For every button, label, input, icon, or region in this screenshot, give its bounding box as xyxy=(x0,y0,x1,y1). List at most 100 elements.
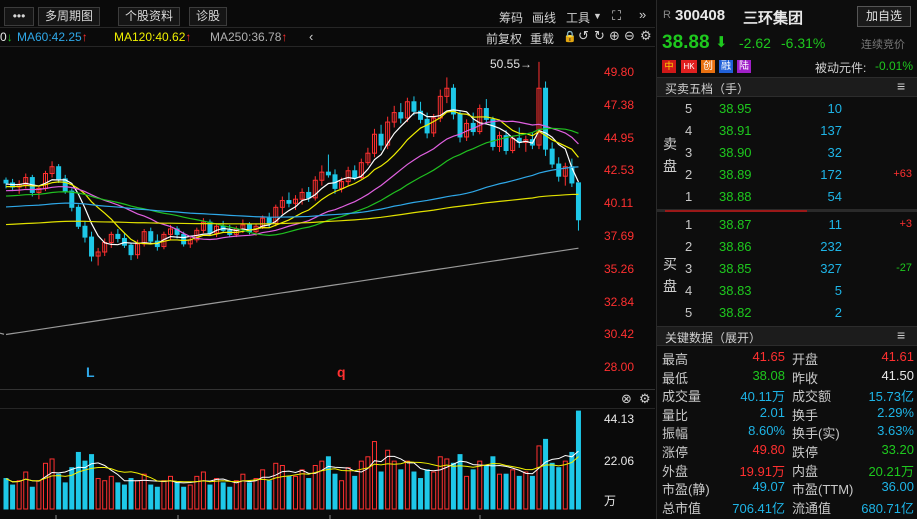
level-volume: 32 xyxy=(827,145,842,160)
undo-icon[interactable]: ↺ xyxy=(578,28,589,43)
ma-prev-tail: 0↓ xyxy=(0,30,13,44)
ask-level-5[interactable]: 5 38.95 10 xyxy=(657,98,917,120)
add-watchlist-button[interactable]: 加自选 xyxy=(857,6,911,27)
ask-level-1[interactable]: 1 38.88 54 xyxy=(657,186,917,208)
candle xyxy=(108,231,114,248)
keydata-label: 振幅 xyxy=(662,426,689,442)
level-price: 38.89 xyxy=(719,167,752,182)
close-pane-icon[interactable]: ⊗ xyxy=(621,391,632,406)
volume-bar xyxy=(168,475,173,510)
volume-bar xyxy=(10,484,16,510)
lock-icon[interactable]: 🔒 xyxy=(563,31,577,43)
level-price: 38.85 xyxy=(719,261,752,276)
marker-q: q xyxy=(337,364,346,380)
sector-change: -0.01% xyxy=(875,59,914,73)
caret-down-icon[interactable]: ▼ xyxy=(593,11,602,21)
level-volume: 137 xyxy=(820,123,842,138)
keydata-label: 换手 xyxy=(792,407,819,423)
quote-panel: R 300408 三环集团 加自选 38.88 ⬇ -2.62 -6.31% 连… xyxy=(656,0,917,519)
chinext-badge[interactable]: 创 xyxy=(701,60,715,73)
settings-gear-icon[interactable]: ⚙ xyxy=(640,28,652,43)
hk-connect-badge[interactable]: HK xyxy=(681,60,697,73)
orderbook-menu-icon[interactable]: ≡ xyxy=(897,78,906,94)
bid-level-1[interactable]: 1 38.87 11 +3 xyxy=(657,214,917,236)
diagnose-button[interactable]: 诊股 xyxy=(189,7,228,26)
bid-level-5[interactable]: 5 38.82 2 xyxy=(657,302,917,324)
fullscreen-icon[interactable]: ⛶ xyxy=(612,8,622,23)
level-change: +63 xyxy=(893,168,912,180)
candle xyxy=(82,220,88,243)
reload-button[interactable]: 重载 xyxy=(530,32,555,46)
tools-link[interactable]: 工具 xyxy=(566,11,591,25)
zoom-in-icon[interactable]: ⊕ xyxy=(609,28,620,43)
volume-bar xyxy=(352,475,358,510)
keydata-row: 最高 41.65 开盘 41.61 xyxy=(657,348,917,367)
candle xyxy=(62,174,68,194)
keydata-title[interactable]: 关键数据（展开） xyxy=(665,331,762,345)
level-price: 38.90 xyxy=(719,145,752,160)
volume-bar xyxy=(181,486,187,510)
volume-bar xyxy=(510,469,516,510)
volume-bar xyxy=(115,482,121,510)
chevron-left-icon[interactable]: ‹ xyxy=(309,29,314,44)
draw-line-link[interactable]: 画线 xyxy=(532,11,557,25)
candle xyxy=(503,130,509,155)
ma60-line xyxy=(5,166,579,218)
bid-level-2[interactable]: 2 38.86 232 xyxy=(657,236,917,258)
candle xyxy=(293,195,299,211)
keydata-menu-icon[interactable]: ≡ xyxy=(897,327,906,343)
more-menu-button[interactable]: ••• xyxy=(4,7,34,26)
ask-level-2[interactable]: 2 38.89 172 +63 xyxy=(657,164,917,186)
volume-settings-icon[interactable]: ⚙ xyxy=(639,391,651,406)
sector-label[interactable]: 被动元件: xyxy=(815,61,867,75)
chips-link[interactable]: 筹码 xyxy=(499,11,524,25)
volume-bar xyxy=(56,473,62,510)
keydata-value: 8.60% xyxy=(748,423,785,439)
chart-area: ••• 多周期图 个股资料 诊股 筹码 画线 工具 ▼ ⛶ » 0↓ MA60:… xyxy=(0,7,655,519)
volume-chart[interactable] xyxy=(0,409,655,519)
fq-button[interactable]: 前复权 xyxy=(486,32,523,46)
candle xyxy=(128,242,134,261)
margin-badge[interactable]: 融 xyxy=(719,60,733,73)
kline-chart[interactable] xyxy=(0,47,655,389)
keydata-value: 36.00 xyxy=(881,479,914,495)
ma250-line xyxy=(5,247,579,336)
volume-bar xyxy=(273,462,279,510)
candle xyxy=(378,124,384,151)
double-chevron-right-icon[interactable]: » xyxy=(639,7,647,22)
candle xyxy=(325,154,331,178)
stock-code: 300408 xyxy=(675,7,726,24)
keydata-label: 量比 xyxy=(662,407,689,423)
zoom-out-icon[interactable]: ⊖ xyxy=(624,28,635,43)
candle xyxy=(181,231,187,247)
volume-bar xyxy=(62,482,68,510)
keydata-label: 成交额 xyxy=(792,389,832,405)
ma250-label: MA250:36.78↑ xyxy=(210,30,288,44)
bid-level-3[interactable]: 3 38.85 327 -27 xyxy=(657,258,917,280)
ma-legend-bar xyxy=(0,27,655,47)
level-volume: 172 xyxy=(820,167,842,182)
keydata-label: 跌停 xyxy=(792,445,819,460)
keydata-label: 外盘 xyxy=(662,463,689,479)
auction-status: 连续竞价 xyxy=(861,39,905,51)
volume-bar xyxy=(240,473,246,510)
r-prefix: R xyxy=(663,9,671,21)
keydata-value: 19.91万 xyxy=(739,463,785,479)
volume-bar xyxy=(75,451,81,510)
refresh-icon[interactable]: ↻ xyxy=(594,28,605,43)
price-tick-9: 28.00 xyxy=(604,360,635,374)
volume-bar xyxy=(174,482,180,510)
keydata-value: 33.20 xyxy=(881,442,914,457)
bid-level-4[interactable]: 4 38.83 5 xyxy=(657,280,917,302)
stock-profile-button[interactable]: 个股资料 xyxy=(118,7,181,26)
multi-period-button[interactable]: 多周期图 xyxy=(38,7,101,26)
ask-level-3[interactable]: 3 38.90 32 xyxy=(657,142,917,164)
volume-bar xyxy=(418,478,424,510)
northbound-badge[interactable]: 陆 xyxy=(737,60,751,73)
candle xyxy=(490,116,496,151)
volume-bar xyxy=(293,475,299,510)
volume-bar xyxy=(108,475,114,510)
volume-bar xyxy=(450,462,456,510)
ask-level-4[interactable]: 4 38.91 137 xyxy=(657,120,917,142)
candle xyxy=(411,96,417,116)
